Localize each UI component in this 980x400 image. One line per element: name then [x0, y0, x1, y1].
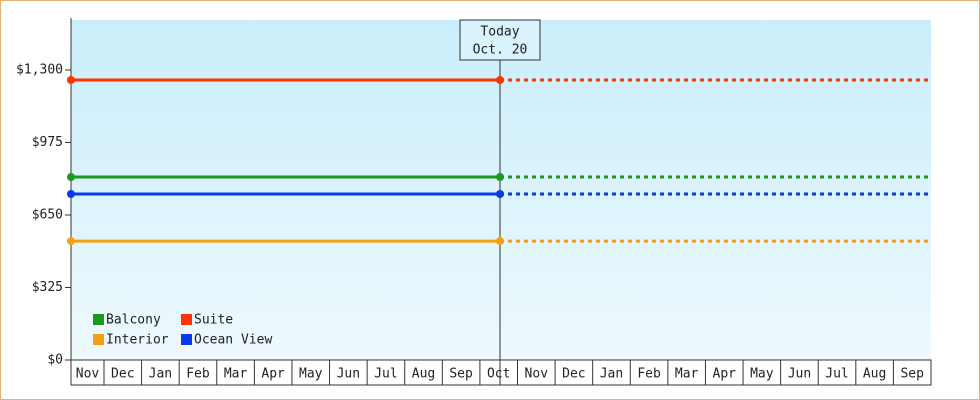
x-tick-label: Mar: [675, 367, 699, 382]
x-tick-label: Apr: [261, 367, 285, 382]
x-tick-label: Jun: [337, 367, 360, 382]
x-tick-label: Feb: [637, 367, 661, 382]
point: [496, 237, 504, 246]
today-label: Today: [480, 25, 519, 40]
legend-label: Balcony: [106, 313, 161, 328]
x-tick-label: Nov: [76, 367, 100, 382]
x-tick-label: Apr: [713, 367, 737, 382]
legend-label: Suite: [194, 313, 233, 328]
plot-area: [71, 20, 931, 360]
x-tick-label: Jan: [600, 367, 623, 382]
x-tick-label: Sep: [900, 367, 924, 382]
x-tick-label: May: [299, 367, 323, 382]
legend-swatch: [93, 334, 104, 345]
x-tick-label: Jul: [374, 367, 397, 382]
legend-label: Interior: [106, 333, 169, 348]
legend-swatch: [93, 314, 104, 325]
point: [67, 190, 75, 199]
x-tick-label: Aug: [863, 367, 886, 382]
x-tick-label: Aug: [412, 367, 435, 382]
x-tick-label: Dec: [562, 367, 585, 382]
point: [67, 237, 75, 246]
point: [67, 76, 75, 85]
point: [496, 190, 504, 199]
today-date: Oct. 20: [473, 43, 528, 58]
x-tick-label: Jun: [788, 367, 811, 382]
x-tick-label: Mar: [224, 367, 248, 382]
y-tick-label: $1,300: [16, 62, 63, 77]
x-tick-label: Oct: [487, 367, 510, 382]
legend-swatch: [181, 334, 192, 345]
point: [67, 173, 75, 182]
legend-swatch: [181, 314, 192, 325]
y-tick-label: $325: [32, 280, 63, 295]
x-tick-label: Nov: [525, 367, 549, 382]
x-tick-label: Jan: [149, 367, 172, 382]
x-tick-label: Dec: [111, 367, 134, 382]
today-box: [459, 19, 541, 61]
x-tick-label: Jul: [825, 367, 848, 382]
x-tick-label: May: [750, 367, 774, 382]
y-tick-label: $650: [32, 207, 63, 222]
point: [496, 76, 504, 85]
y-tick-label: $0: [47, 353, 63, 368]
y-tick-label: $975: [32, 135, 63, 150]
x-tick-label: Feb: [186, 367, 210, 382]
point: [496, 173, 504, 182]
legend-label: Ocean View: [194, 333, 272, 348]
x-axis-band: [70, 359, 932, 386]
x-tick-label: Sep: [449, 367, 473, 382]
